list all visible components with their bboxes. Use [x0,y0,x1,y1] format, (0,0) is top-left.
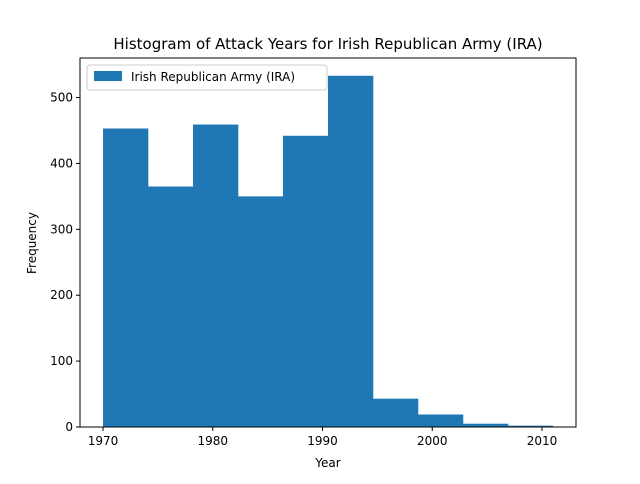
legend-label: Irish Republican Army (IRA) [131,70,295,84]
y-tick-label: 100 [50,354,73,368]
x-tick-label: 2000 [417,434,448,448]
legend-box [86,64,328,91]
histogram-bar [238,196,284,427]
histogram-bar [103,128,149,427]
plot-frame [79,57,577,428]
y-tick-label: 200 [50,288,73,302]
y-tick-label: 500 [50,91,73,105]
y-axis-ticks: 0 100 200 300 400 500 [50,91,80,434]
histogram-bar [462,423,509,427]
y-tick-label: 0 [65,420,73,434]
histogram-bar [372,398,419,427]
legend-swatch [94,71,122,81]
x-tick-label: 1990 [307,434,338,448]
histogram-bar [507,425,554,427]
x-tick-label: 1980 [198,434,229,448]
histogram-bar [283,135,329,427]
x-axis-ticks: 1970 1980 1990 2000 2010 [88,427,557,448]
histogram-bar [148,186,194,427]
histogram-bar [193,124,239,427]
chart-title: Histogram of Attack Years for Irish Repu… [113,35,542,53]
bars-group [103,75,554,427]
x-tick-label: 2010 [527,434,558,448]
x-tick-label: 1970 [88,434,119,448]
y-axis-label: Frequency [25,212,39,274]
x-axis-label: Year [314,456,340,470]
histogram-bar [417,414,464,427]
histogram-bar [328,75,374,427]
legend: Irish Republican Army (IRA) [86,64,328,91]
y-tick-label: 400 [50,156,73,170]
y-tick-label: 300 [50,222,73,236]
